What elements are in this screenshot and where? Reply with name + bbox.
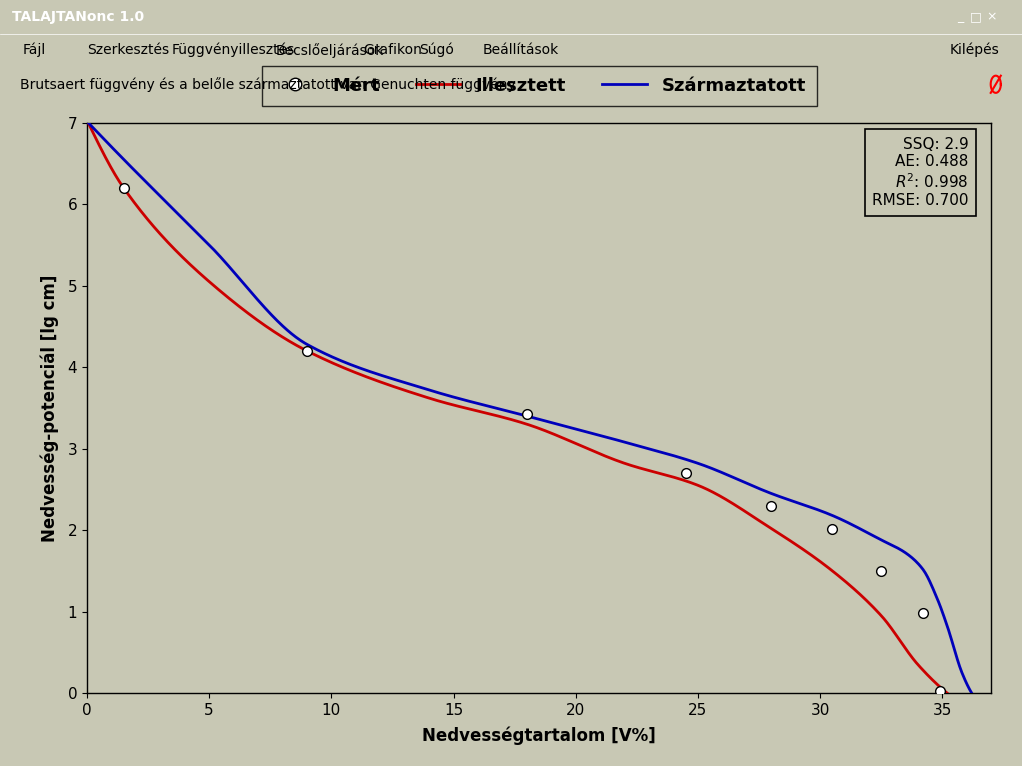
- Text: □: □: [970, 11, 982, 23]
- Text: TALAJTANonc 1.0: TALAJTANonc 1.0: [12, 10, 144, 24]
- Text: Brutsaert függvény és a belőle származtatott van Genuchten függvény: Brutsaert függvény és a belőle származta…: [20, 77, 516, 92]
- Text: _: _: [958, 11, 964, 23]
- Text: Grafikon: Grafikon: [363, 43, 422, 57]
- Text: Súgó: Súgó: [419, 43, 454, 57]
- Text: Fájl: Fájl: [22, 43, 46, 57]
- Text: Függvényillesztés: Függvényillesztés: [172, 43, 295, 57]
- Text: ×: ×: [986, 11, 996, 23]
- Y-axis label: Nedvesség-potenciál [lg cm]: Nedvesség-potenciál [lg cm]: [41, 274, 59, 542]
- X-axis label: Nedvességtartalom [V%]: Nedvességtartalom [V%]: [422, 726, 656, 745]
- Text: Beállítások: Beállítások: [482, 43, 559, 57]
- Text: Szerkesztés: Szerkesztés: [87, 43, 169, 57]
- Legend: Mért, Illesztett, Származtatott: Mért, Illesztett, Származtatott: [262, 66, 817, 106]
- Text: Becslőeljárások: Becslőeljárások: [276, 43, 384, 57]
- Text: SSQ: 2.9
AE: 0.488
$R^2$: 0.998
RMSE: 0.700: SSQ: 2.9 AE: 0.488 $R^2$: 0.998 RMSE: 0.…: [872, 137, 969, 208]
- Text: Kilépés: Kilépés: [949, 43, 1000, 57]
